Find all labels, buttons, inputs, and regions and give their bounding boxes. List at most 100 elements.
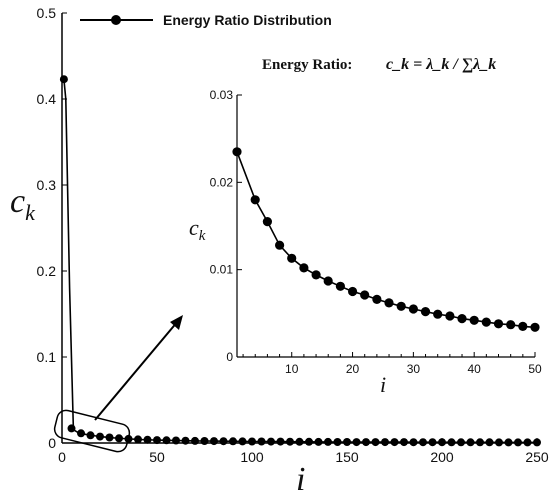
inset-y-tick-label: 0.03 [210, 88, 234, 102]
inset-data-point [457, 314, 467, 324]
main-data-point [257, 437, 266, 446]
inset-y-axis-title: ck [189, 215, 206, 244]
main-x-tick-label: 50 [149, 449, 165, 465]
inset-data-point [232, 147, 242, 157]
main-data-point [476, 438, 484, 447]
legend-marker [111, 15, 121, 25]
inset-plot-area [236, 95, 535, 358]
main-data-point [314, 437, 323, 446]
main-data-point [381, 438, 389, 447]
inset-data-point [420, 307, 431, 317]
main-x-tick-label: 100 [240, 449, 264, 465]
inset-data-point [250, 195, 260, 205]
main-data-point [115, 434, 123, 443]
main-data-point [181, 436, 190, 445]
main-data-point [438, 438, 446, 447]
inset-data-point [506, 320, 516, 330]
inset-data-point [433, 309, 443, 319]
main-y-tick-label: 0.1 [37, 349, 57, 365]
inset-series [232, 147, 540, 332]
inset-data-point [493, 319, 504, 329]
main-x-tick-label: 250 [525, 449, 549, 465]
main-data-point [400, 438, 408, 447]
main-data-point [210, 437, 218, 446]
inset-y-tick-label: 0 [226, 350, 233, 364]
zoom-arrow-line [94, 320, 179, 421]
zoom-arrow-head [170, 315, 183, 330]
zoom-highlight-ellipse [53, 409, 131, 453]
main-data-point [200, 437, 209, 445]
main-data-point [219, 437, 228, 446]
inset-data-point [348, 286, 358, 297]
main-data-point [466, 438, 475, 447]
main-y-axis-letter: c [10, 183, 25, 220]
main-y-tick-label: 0.5 [37, 5, 57, 21]
inset-data-point [372, 294, 382, 304]
main-data-point [267, 437, 275, 446]
main-data-point [77, 429, 85, 438]
main-y-tick-label: 0.2 [37, 263, 57, 279]
inset-data-point [323, 276, 333, 286]
main-data-point [457, 438, 465, 447]
main-data-point [362, 438, 370, 447]
main-data-point [295, 437, 304, 446]
inset-y-tick-label: 0.01 [210, 263, 234, 277]
inset-data-point [518, 321, 528, 331]
inset-data-point [469, 315, 479, 325]
inset-x-tick-label: 20 [346, 362, 360, 376]
inset-data-point [275, 240, 285, 250]
main-data-point [371, 438, 380, 447]
main-data-point [504, 438, 513, 447]
inset-data-point [396, 301, 406, 311]
inset-y-axis-letter: c [189, 215, 199, 240]
main-data-point [419, 438, 427, 447]
inset-data-point [262, 217, 272, 227]
main-y-axis-subscript: k [25, 200, 36, 225]
main-y-tick-label: 0.3 [37, 177, 57, 193]
main-data-point [134, 435, 142, 444]
inset-x-tick-label: 50 [528, 362, 542, 376]
inset-y-axis-subscript: k [199, 228, 206, 244]
main-y-tick-label: 0.4 [37, 91, 57, 107]
inset-data-point [530, 322, 540, 332]
main-data-point [495, 438, 503, 447]
legend-label: Energy Ratio Distribution [163, 12, 332, 28]
inset-data-point [384, 298, 394, 308]
main-y-axis-title: ck [10, 183, 36, 225]
main-y-tick-label: 0 [48, 435, 56, 451]
main-x-tick-label: 200 [430, 449, 454, 465]
main-data-point [523, 438, 532, 447]
inset-data-point [408, 304, 418, 314]
main-data-point [153, 436, 161, 445]
main-x-axis-title: i [296, 461, 305, 497]
inset-background [235, 94, 538, 359]
main-x-tick-label: 150 [335, 449, 359, 465]
inset-x-tick-label: 40 [468, 362, 482, 376]
main-data-point [409, 438, 418, 447]
main-data-point [105, 433, 114, 442]
main-data-point [333, 438, 342, 446]
inset-x-tick-label: 30 [407, 362, 421, 376]
inset-x-tick-label: 10 [285, 362, 299, 376]
main-axis-ticks: 0 50 100 150 200 250 0 0.1 0.2 0.3 0.4 0.5 [37, 5, 549, 465]
main-data-point [59, 75, 68, 84]
main-series [59, 75, 541, 447]
main-data-point [229, 437, 237, 446]
inset-data-point [299, 263, 309, 273]
main-data-point [324, 437, 332, 446]
main-data-point [428, 438, 437, 447]
main-data-point [248, 437, 256, 446]
main-data-point [67, 424, 76, 433]
inset-data-point [445, 311, 455, 321]
inset-data-point [481, 317, 491, 327]
inset-annotation-label: Energy Ratio: [262, 57, 352, 73]
main-data-point [485, 438, 494, 447]
inset-y-tick-label: 0.02 [210, 175, 234, 189]
main-data-point [343, 438, 351, 446]
main-data-point [238, 437, 247, 446]
main-data-point [533, 438, 541, 447]
main-data-point [143, 435, 152, 444]
main-data-point [447, 438, 456, 447]
inset-data-point [287, 253, 297, 263]
